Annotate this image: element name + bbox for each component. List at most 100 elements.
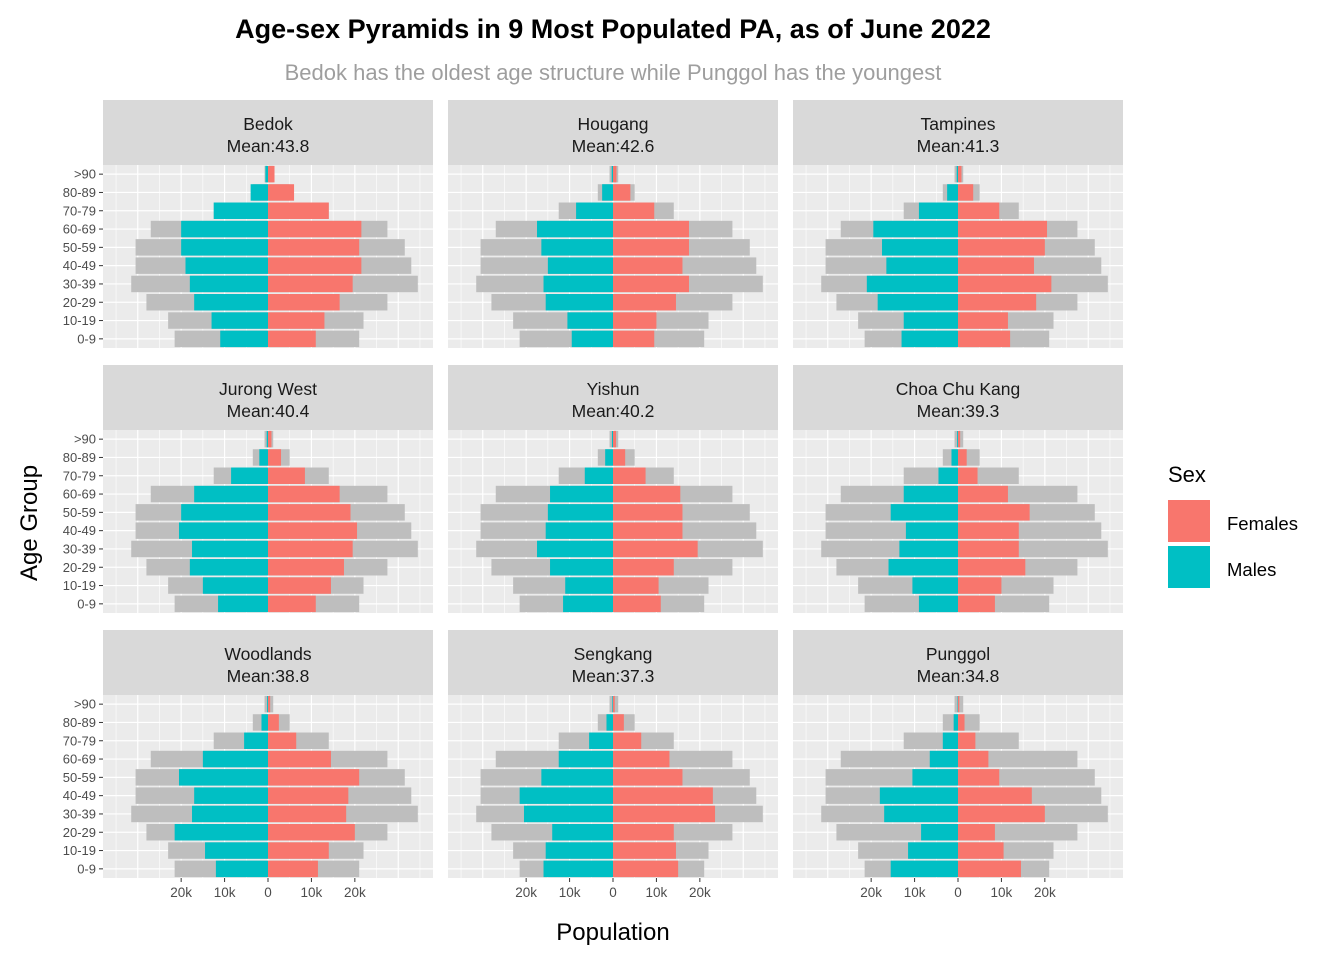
x-tick-label: 0: [609, 885, 617, 900]
bar-female: [958, 312, 1008, 329]
bar-female: [958, 695, 960, 713]
bar-male: [547, 257, 613, 274]
bar-female: [958, 824, 995, 841]
bar-female: [613, 769, 683, 786]
facet-strip-name: Sengkang: [574, 644, 653, 664]
background-bar-male: [954, 695, 958, 713]
y-tick-label: 0-9: [77, 331, 96, 346]
facet-strip-name: Punggol: [926, 644, 990, 664]
bar-female: [268, 275, 353, 293]
bar-male: [884, 805, 958, 823]
bar-female: [613, 504, 683, 521]
bar-male: [899, 540, 958, 558]
y-tick-label: >90: [74, 432, 96, 447]
bar-female: [613, 430, 617, 448]
y-tick-label: 70-79: [63, 203, 96, 218]
x-tick-label: 20k: [689, 885, 711, 900]
bar-female: [268, 430, 272, 448]
x-axis-title: Population: [556, 919, 669, 946]
bar-male: [543, 860, 613, 878]
facet-strip-mean: Mean:40.2: [572, 401, 655, 421]
bar-female: [958, 732, 976, 749]
bar-female: [613, 787, 713, 804]
y-tick-label: 60-69: [63, 222, 96, 237]
bar-male: [178, 769, 268, 786]
facet-strip: [793, 100, 1123, 165]
bar-female: [268, 312, 325, 329]
background-bar-female: [958, 430, 964, 448]
bar-female: [613, 732, 642, 749]
bar-male: [545, 522, 613, 539]
bar-male: [220, 330, 268, 348]
background-bar-male: [954, 430, 958, 448]
y-tick-label: 0-9: [77, 596, 96, 611]
y-tick-label: 50-59: [63, 770, 96, 785]
bar-male: [938, 467, 958, 484]
background-bar-male: [954, 165, 958, 183]
facet-strip: [793, 630, 1123, 695]
bar-female: [958, 275, 1052, 293]
bar-male: [218, 595, 268, 613]
bar-male: [886, 257, 958, 274]
bar-female: [613, 485, 681, 503]
bar-male: [951, 449, 958, 466]
bar-male: [584, 467, 613, 484]
bar-male: [194, 294, 268, 311]
bar-female: [613, 695, 615, 713]
bar-female: [958, 595, 995, 613]
bar-male: [189, 275, 268, 293]
facet-strip-name: Woodlands: [224, 644, 311, 664]
bar-female: [613, 577, 659, 594]
background-bar-male: [609, 430, 613, 448]
legend-key-females: [1168, 500, 1210, 542]
bar-female: [268, 485, 340, 503]
bar-female: [268, 202, 329, 219]
bar-male: [213, 202, 268, 219]
bar-female: [958, 860, 1021, 878]
x-tick-label: 20k: [1034, 885, 1056, 900]
bar-female: [958, 257, 1034, 274]
bar-male: [541, 769, 613, 786]
bar-male: [606, 714, 613, 731]
x-tick-label: 10k: [301, 885, 323, 900]
bar-female: [268, 257, 362, 274]
bar-female: [268, 750, 331, 768]
y-tick-label: >90: [74, 167, 96, 182]
bar-male: [244, 732, 268, 749]
bar-male: [589, 732, 613, 749]
bar-female: [613, 257, 683, 274]
y-tick-label: 60-69: [63, 752, 96, 767]
bar-female: [613, 239, 689, 256]
bar-male: [250, 184, 268, 201]
bar-female: [268, 559, 344, 576]
bar-male: [890, 504, 958, 521]
bar-female: [268, 860, 318, 878]
bar-female: [958, 769, 1000, 786]
y-tick-label: 30-39: [63, 541, 96, 556]
bar-male: [192, 540, 268, 558]
x-tick-label: 10k: [559, 885, 581, 900]
bar-male: [905, 522, 958, 539]
bar-female: [268, 522, 358, 539]
y-tick-label: 80-89: [63, 715, 96, 730]
facet-strip-name: Yishun: [587, 379, 640, 399]
background-bar-female: [613, 695, 619, 713]
bar-female: [268, 769, 360, 786]
bar-female: [958, 577, 1002, 594]
bar-male: [545, 294, 613, 311]
bar-female: [268, 695, 271, 713]
facet-strip-name: Jurong West: [219, 379, 317, 399]
bar-male: [877, 294, 958, 311]
bar-female: [268, 714, 279, 731]
bar-female: [613, 467, 646, 484]
bar-female: [958, 165, 962, 183]
bar-male: [890, 860, 958, 878]
bar-female: [958, 714, 965, 731]
bar-female: [268, 540, 353, 558]
x-tick-label: 10k: [991, 885, 1013, 900]
facet-strip-mean: Mean:40.4: [227, 401, 310, 421]
background-bar-male: [264, 695, 268, 713]
legend-label-females: Females: [1227, 513, 1298, 534]
